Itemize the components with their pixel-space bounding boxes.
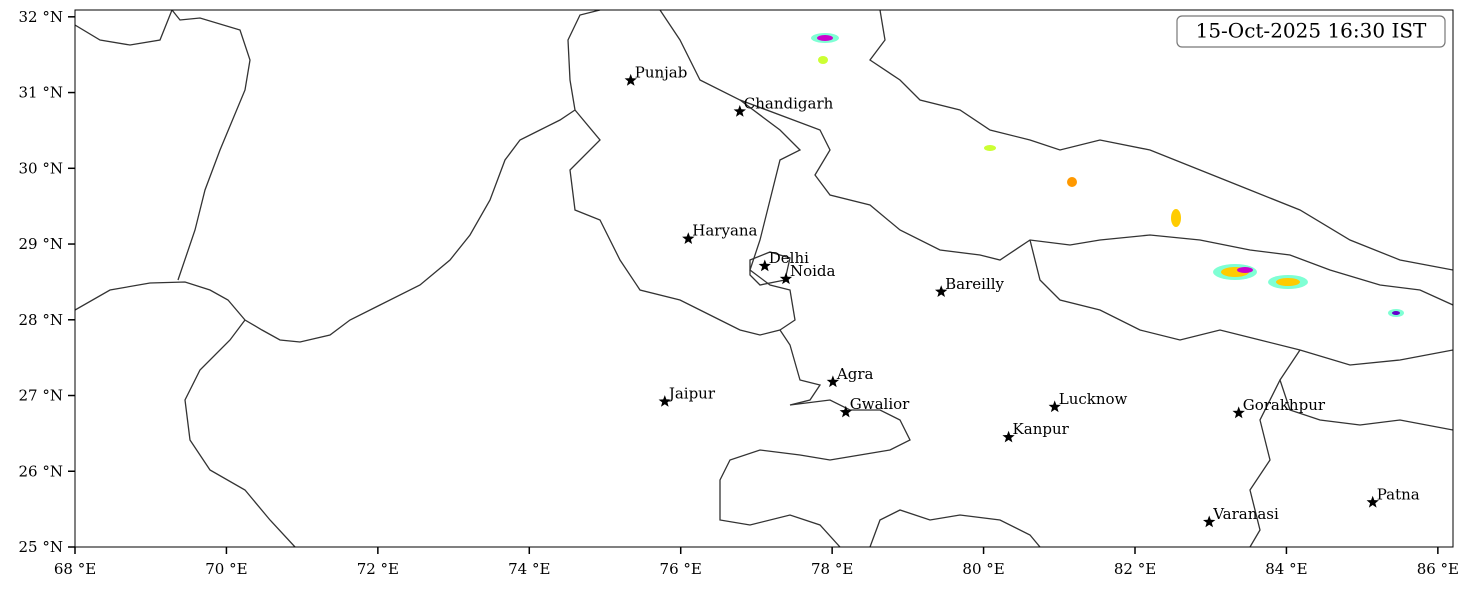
city-label: Haryana [692, 222, 757, 240]
city-label: Noida [790, 262, 836, 280]
border [869, 10, 1453, 271]
city-marker [826, 375, 840, 388]
border [184, 319, 296, 547]
border [1249, 379, 1281, 547]
axes: 68 °E 70 °E 72 °E 74 °E 76 °E 78 °E 80 °E 82 °E… [19, 8, 1459, 578]
city-marker [1203, 515, 1216, 528]
city-marker [624, 73, 637, 86]
rain-cell [1392, 311, 1400, 315]
city-label: Delhi [769, 249, 809, 267]
x-tick-label: 84 °E [1265, 560, 1307, 578]
city-label: Chandigarh [744, 94, 834, 112]
y-tick-label: 29 °N [19, 235, 63, 253]
y-tick-label: 30 °N [19, 159, 63, 177]
rain-cell [1237, 267, 1253, 273]
city-label: Gorakhpur [1243, 396, 1326, 414]
x-tick-label: 70 °E [205, 560, 247, 578]
rain-cell [1171, 209, 1181, 227]
city-marker [839, 405, 852, 418]
border [1029, 239, 1453, 366]
city-marker [1002, 430, 1015, 443]
city-label: Bareilly [945, 275, 1004, 293]
x-tick-label: 82 °E [1114, 560, 1156, 578]
city-marker [1048, 400, 1061, 413]
x-tick-label: 78 °E [811, 560, 853, 578]
border [659, 10, 802, 331]
city-label: Varanasi [1212, 505, 1279, 523]
rain-cell [984, 145, 996, 151]
border [75, 10, 173, 46]
border [75, 10, 601, 343]
city-marker [1232, 406, 1245, 419]
title-box [1176, 15, 1446, 48]
city-label: Punjab [635, 63, 688, 81]
city-marker [682, 232, 695, 244]
city-label: Gwalior [850, 395, 910, 413]
rain-cell [818, 56, 828, 64]
rain-cell [817, 35, 833, 41]
city-label: Agra [836, 365, 874, 383]
rain-cell [1067, 177, 1077, 187]
border [171, 10, 251, 281]
y-tick-label: 25 °N [19, 538, 63, 556]
x-tick-label: 76 °E [660, 560, 702, 578]
city-marker [935, 285, 948, 297]
city-label: Lucknow [1059, 390, 1128, 408]
city-label: Patna [1377, 485, 1420, 503]
city-marker [758, 259, 771, 272]
x-tick-label: 80 °E [962, 560, 1004, 578]
x-tick-label: 86 °E [1417, 560, 1459, 578]
city-label: Kanpur [1013, 420, 1070, 438]
rain-cell [1276, 278, 1300, 286]
y-tick-label: 28 °N [19, 311, 63, 329]
city-label: Jaipur [667, 385, 716, 403]
y-tick-label: 32 °N [19, 8, 63, 26]
border [569, 109, 911, 547]
city-marker [1366, 495, 1379, 508]
border [869, 509, 1041, 547]
city-marker [779, 272, 793, 285]
city-marker [658, 395, 671, 407]
y-tick-label: 31 °N [19, 84, 63, 102]
rain-cells [811, 33, 1404, 317]
x-tick-label: 72 °E [357, 560, 399, 578]
city-marker [733, 105, 746, 117]
y-tick-label: 26 °N [19, 462, 63, 480]
border [1279, 349, 1453, 431]
x-tick-label: 68 °E [54, 560, 96, 578]
map-title: 15-Oct-2025 16:30 IST [1196, 19, 1427, 43]
x-tick-label: 74 °E [508, 560, 550, 578]
y-tick-label: 27 °N [19, 387, 63, 405]
border [739, 99, 1453, 306]
plot-frame [74, 9, 1454, 548]
